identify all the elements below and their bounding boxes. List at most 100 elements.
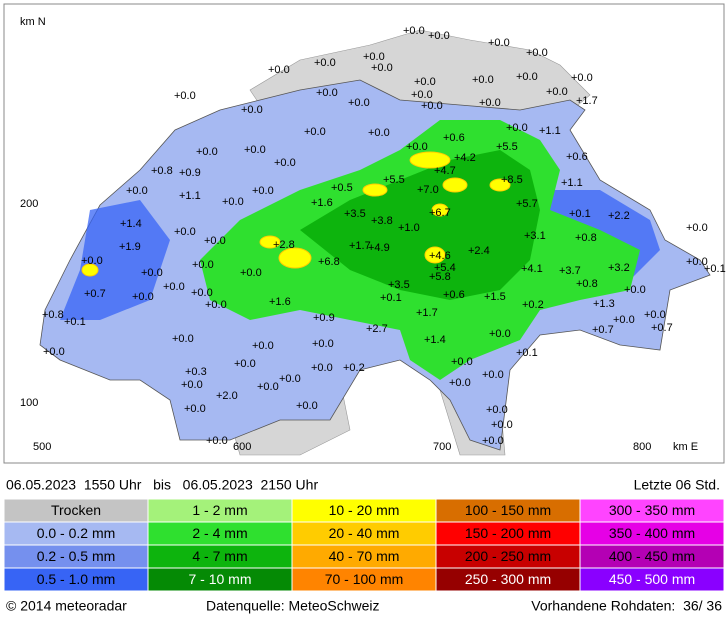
station-value: +0.0 — [411, 89, 433, 101]
legend-label: 70 - 100 mm — [325, 571, 404, 587]
station-value: +0.0 — [624, 284, 646, 296]
station-value: +1.7 — [416, 307, 438, 319]
station-value: +6.7 — [429, 207, 451, 219]
station-value: +0.8 — [575, 232, 597, 244]
station-value: +0.0 — [451, 356, 473, 368]
station-value: +0.0 — [172, 333, 194, 345]
station-value: +0.0 — [406, 141, 428, 153]
station-value: +0.8 — [151, 165, 173, 177]
station-value: +0.3 — [185, 366, 207, 378]
legend-label: 0.2 - 0.5 mm — [37, 548, 116, 564]
station-value: +1.4 — [120, 218, 142, 230]
station-value: +0.9 — [179, 167, 201, 179]
legend-label: 200 - 250 mm — [465, 548, 551, 564]
station-value: +0.0 — [348, 97, 370, 109]
station-value: +5.8 — [429, 271, 451, 283]
station-value: +0.6 — [443, 132, 465, 144]
station-value: +1.1 — [539, 125, 561, 137]
rain-yellow — [81, 151, 511, 277]
station-value: +4.2 — [454, 152, 476, 164]
x-axis-label: 700 — [433, 441, 451, 453]
legend-label: 450 - 500 mm — [609, 571, 695, 587]
station-value: +0.0 — [546, 86, 568, 98]
window: Letzte 06 Std. — [634, 477, 720, 493]
station-value: +0.0 — [240, 267, 262, 279]
station-value: +0.0 — [506, 122, 528, 134]
station-value: +0.0 — [163, 281, 185, 293]
station-value: +0.6 — [443, 289, 465, 301]
station-value: +0.0 — [482, 435, 504, 447]
x-axis-label: 800 — [633, 441, 651, 453]
legend-label: 40 - 70 mm — [329, 548, 400, 564]
station-value: +0.0 — [428, 30, 450, 42]
station-value: +4.7 — [434, 165, 456, 177]
station-value: +3.5 — [344, 208, 366, 220]
legend-label: Trocken — [51, 502, 101, 518]
station-value: +0.0 — [205, 299, 227, 311]
station-value: +0.0 — [274, 157, 296, 169]
station-value: +0.1 — [704, 263, 726, 275]
station-value: +0.1 — [380, 292, 402, 304]
station-value: +0.0 — [252, 340, 274, 352]
station-value: +0.0 — [244, 144, 266, 156]
station-value: +0.0 — [81, 255, 103, 267]
station-value: +0.0 — [181, 379, 203, 391]
legend-label: 100 - 150 mm — [465, 502, 551, 518]
legend-label: 20 - 40 mm — [329, 525, 400, 541]
station-value: +0.0 — [196, 146, 218, 158]
station-value: +8.5 — [501, 174, 523, 186]
station-value: +0.0 — [191, 287, 213, 299]
station-value: +4.1 — [521, 263, 543, 275]
station-value: +0.0 — [234, 358, 256, 370]
station-value: +0.0 — [644, 309, 666, 321]
station-value: +0.0 — [184, 403, 206, 415]
station-value: +0.0 — [472, 74, 494, 86]
station-value: +2.2 — [608, 210, 630, 222]
station-value: +0.0 — [174, 226, 196, 238]
station-value: +1.0 — [398, 222, 420, 234]
station-value: +0.7 — [651, 322, 673, 334]
legend-swatch — [579, 567, 725, 592]
station-value: +0.6 — [566, 151, 588, 163]
station-value: +0.5 — [331, 182, 353, 194]
station-value: +1.7 — [576, 95, 598, 107]
stations: +0.0 +0.0 +0.0 +0.0 +0.0 +0.0 +0.0 +0.0 +0.0 +0.0… — [42, 25, 726, 447]
station-value: +0.1 — [516, 347, 538, 359]
station-value: +0.0 — [526, 47, 548, 59]
station-value: +0.0 — [368, 127, 390, 139]
station-value: +5.7 — [516, 198, 538, 210]
station-value: +0.8 — [42, 309, 64, 321]
station-value: +0.0 — [613, 314, 635, 326]
station-value: +5.5 — [496, 141, 518, 153]
station-value: +2.0 — [216, 390, 238, 402]
station-value: +0.0 — [571, 72, 593, 84]
station-value: +1.6 — [269, 296, 291, 308]
station-value: +0.0 — [296, 400, 318, 412]
station-value: +0.0 — [279, 373, 301, 385]
copyright: © 2014 meteoradar — [6, 598, 127, 614]
y-axis-label: km N — [20, 16, 46, 28]
station-value: +1.9 — [119, 241, 141, 253]
station-value: +0.0 — [316, 87, 338, 99]
station-value: +4.9 — [368, 242, 390, 254]
legend-label: 4 - 7 mm — [192, 548, 247, 564]
station-value: +3.5 — [388, 279, 410, 291]
station-value: +0.0 — [126, 185, 148, 197]
station-value: +3.1 — [524, 230, 546, 242]
station-value: +2.4 — [468, 245, 490, 257]
station-value: +0.0 — [516, 71, 538, 83]
station-value: +0.0 — [304, 126, 326, 138]
legend-label: 250 - 300 mm — [465, 571, 551, 587]
legend-label: 150 - 200 mm — [465, 525, 551, 541]
station-value: +1.3 — [593, 298, 615, 310]
station-value: +0.0 — [252, 185, 274, 197]
station-value: +0.0 — [488, 37, 510, 49]
station-value: +0.0 — [489, 328, 511, 340]
station-value: +0.0 — [311, 362, 333, 374]
station-value: +0.0 — [482, 369, 504, 381]
axis-labels: km N 200 100 500 600 700 800 km E — [20, 16, 698, 453]
station-value: +0.0 — [449, 377, 471, 389]
station-value: +0.0 — [686, 256, 708, 268]
